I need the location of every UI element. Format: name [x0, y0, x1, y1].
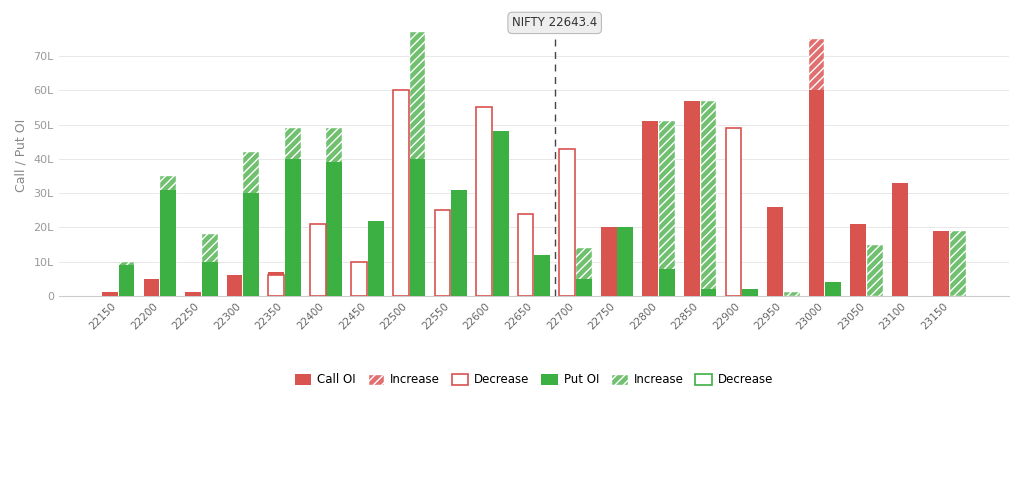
- Bar: [493, 132, 509, 296]
- Bar: [559, 148, 575, 296]
- Bar: [700, 289, 717, 296]
- Bar: [783, 293, 800, 296]
- Bar: [351, 272, 368, 296]
- Bar: [244, 193, 259, 296]
- Bar: [351, 262, 368, 296]
- Bar: [368, 221, 384, 296]
- Bar: [934, 231, 949, 296]
- Bar: [327, 128, 342, 296]
- Bar: [617, 228, 633, 296]
- Bar: [742, 289, 758, 296]
- Y-axis label: Call / Put OI: Call / Put OI: [15, 119, 28, 192]
- Bar: [393, 90, 409, 296]
- Bar: [285, 128, 301, 296]
- Bar: [102, 293, 118, 296]
- Bar: [518, 231, 534, 296]
- Bar: [160, 176, 176, 296]
- Bar: [684, 101, 699, 296]
- Bar: [119, 265, 134, 296]
- Bar: [825, 282, 841, 296]
- Bar: [244, 152, 259, 296]
- Bar: [185, 293, 201, 296]
- Bar: [434, 241, 451, 296]
- Bar: [559, 173, 575, 296]
- Bar: [700, 101, 717, 296]
- Bar: [119, 262, 134, 296]
- Bar: [535, 255, 550, 296]
- Bar: [850, 224, 866, 296]
- Bar: [327, 162, 342, 296]
- Bar: [410, 159, 425, 296]
- Bar: [434, 210, 451, 296]
- Bar: [160, 190, 176, 296]
- Bar: [867, 244, 883, 296]
- Bar: [493, 132, 509, 296]
- Bar: [659, 268, 675, 296]
- Bar: [202, 234, 217, 296]
- Bar: [518, 214, 534, 296]
- Bar: [285, 159, 301, 296]
- Bar: [892, 183, 907, 296]
- Bar: [809, 90, 824, 296]
- Bar: [726, 145, 741, 296]
- Bar: [452, 190, 467, 296]
- Bar: [226, 275, 243, 296]
- Bar: [825, 282, 841, 296]
- Bar: [575, 279, 592, 296]
- Bar: [452, 190, 467, 296]
- Bar: [268, 272, 284, 296]
- Bar: [310, 224, 326, 296]
- Legend: Call OI, Increase, Decrease, Put OI, Increase, Decrease: Call OI, Increase, Decrease, Put OI, Inc…: [290, 369, 777, 391]
- Bar: [310, 252, 326, 296]
- Bar: [202, 262, 217, 296]
- Bar: [642, 121, 658, 296]
- Bar: [617, 228, 633, 296]
- Bar: [476, 169, 492, 296]
- Bar: [767, 207, 783, 296]
- Bar: [809, 39, 824, 296]
- Bar: [410, 32, 425, 296]
- Bar: [143, 279, 160, 296]
- Bar: [393, 176, 409, 296]
- Text: NIFTY 22643.4: NIFTY 22643.4: [512, 16, 597, 29]
- Bar: [601, 228, 616, 296]
- Bar: [726, 128, 741, 296]
- Bar: [950, 231, 966, 296]
- Bar: [659, 121, 675, 296]
- Bar: [268, 275, 284, 296]
- Bar: [575, 248, 592, 296]
- Bar: [684, 128, 699, 296]
- Bar: [368, 221, 384, 296]
- Bar: [476, 107, 492, 296]
